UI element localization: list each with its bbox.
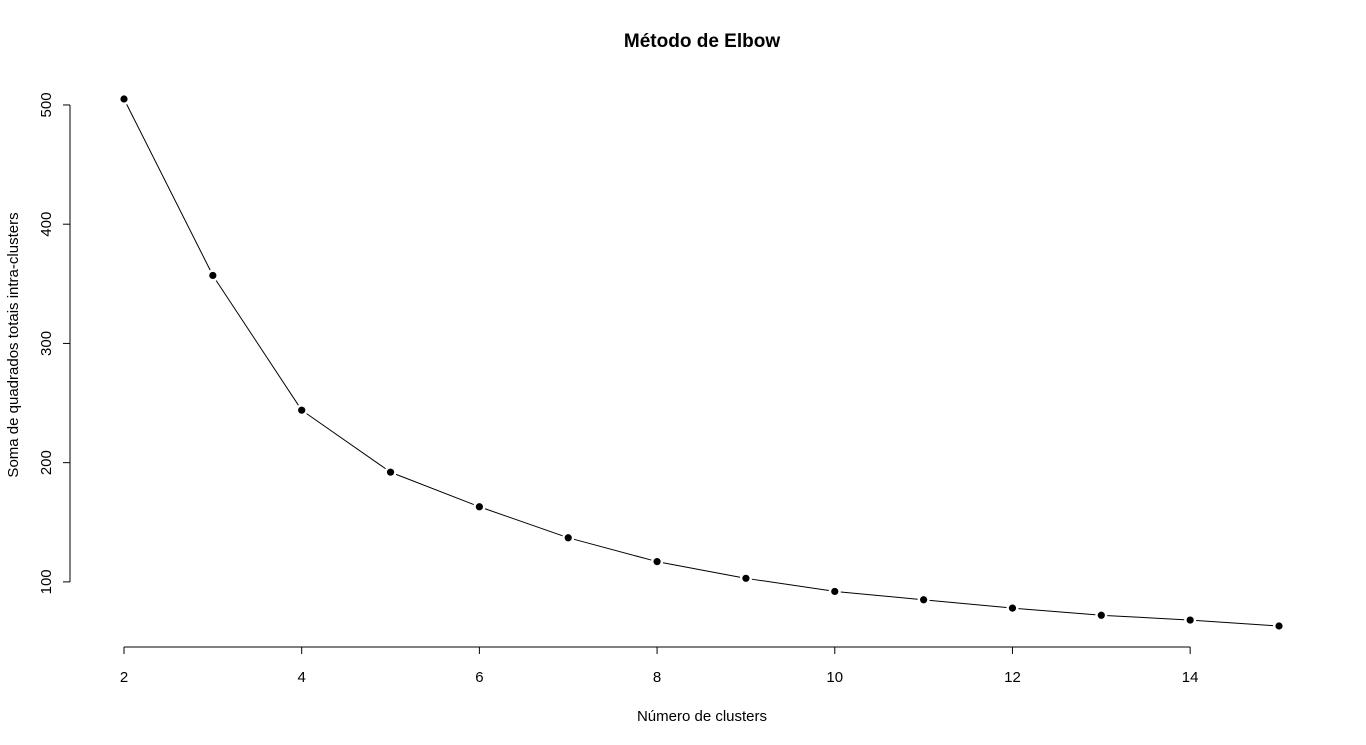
data-point	[1186, 616, 1194, 624]
data-point	[475, 503, 483, 511]
chart-title: Método de Elbow	[624, 31, 780, 52]
data-point	[1275, 622, 1283, 630]
y-axis-label: Soma de quadrados totais intra-clusters	[5, 212, 22, 477]
series-line-segment	[1018, 608, 1096, 616]
y-tick-label: 100	[38, 569, 55, 594]
x-tick-label: 8	[653, 669, 661, 686]
data-point	[1008, 604, 1017, 612]
y-tick-label: 400	[38, 212, 55, 237]
series-line-segment	[484, 508, 563, 537]
x-tick-label: 2	[120, 669, 128, 686]
data-point	[120, 95, 128, 103]
y-tick-label: 300	[38, 331, 55, 356]
series-line-segment	[306, 413, 386, 470]
data-point	[1097, 611, 1105, 619]
x-axis: 2 4 6 8 10 12 14	[120, 646, 1199, 686]
series-line-segment	[1107, 615, 1185, 621]
series-line-segment	[126, 104, 211, 271]
x-tick-label: 10	[826, 669, 843, 686]
y-axis: 100 200 300 400 500	[38, 92, 71, 594]
data-point	[742, 574, 750, 582]
x-axis-label: Número de clusters	[637, 708, 767, 725]
data-point	[653, 558, 661, 566]
data-point	[831, 587, 839, 596]
series-line-segment	[840, 591, 918, 600]
series-line-segment	[662, 562, 741, 578]
series-line-segment	[573, 538, 652, 561]
series-line-segment	[1196, 619, 1274, 627]
y-tick-label: 500	[38, 92, 55, 117]
data-point	[920, 596, 928, 604]
data-point	[209, 271, 217, 280]
data-point	[564, 534, 572, 542]
series-line-segment	[215, 280, 299, 406]
series-group	[120, 95, 1283, 630]
series-line-segment	[929, 599, 1007, 609]
y-tick-label: 200	[38, 450, 55, 475]
data-point	[386, 468, 395, 476]
x-tick-label: 4	[298, 669, 306, 686]
series-line-segment	[751, 578, 829, 592]
x-tick-label: 12	[1004, 669, 1021, 686]
data-point	[298, 406, 306, 414]
x-tick-label: 6	[475, 669, 483, 686]
series-line-segment	[395, 473, 474, 506]
x-tick-label: 14	[1182, 669, 1199, 686]
